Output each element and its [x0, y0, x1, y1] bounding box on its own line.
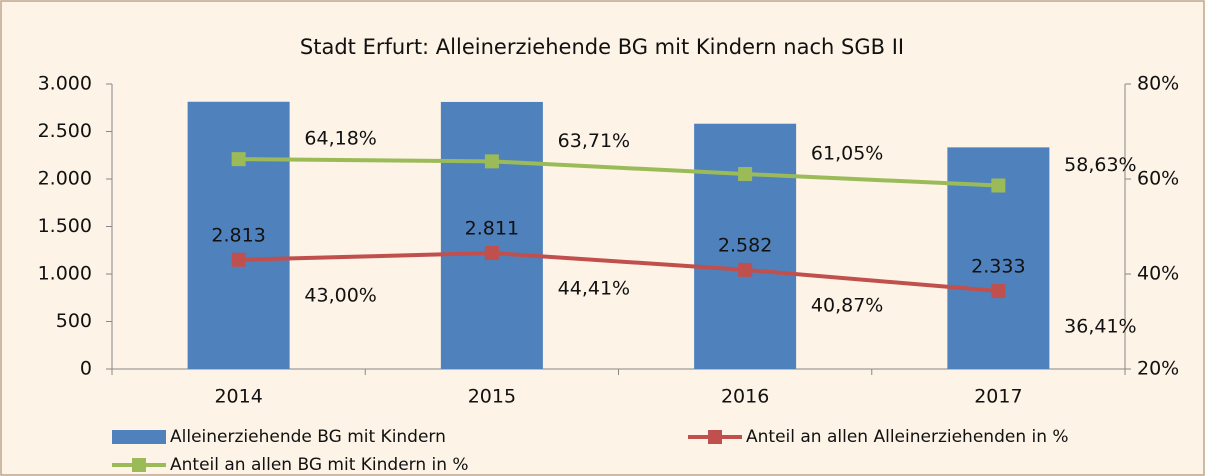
y-tick-label: 0 — [80, 358, 92, 380]
legend-swatch — [708, 430, 722, 444]
marker — [738, 167, 753, 182]
marker — [991, 284, 1006, 299]
legend-label: Anteil an allen Alleinerziehenden in % — [746, 427, 1069, 447]
bar — [187, 101, 290, 369]
data-label: 2.333 — [971, 256, 1025, 278]
data-label: 43,00% — [304, 284, 376, 306]
line — [238, 251, 999, 294]
marker — [231, 252, 246, 267]
data-label: 2.582 — [718, 234, 772, 256]
marker — [991, 178, 1006, 193]
y2-tick-label: 40% — [1137, 263, 1179, 285]
line — [238, 157, 999, 188]
data-label: 40,87% — [811, 294, 883, 316]
y2-tick-label: 80% — [1137, 73, 1179, 95]
data-label: 64,18% — [304, 128, 376, 150]
legend-label: Alleinerziehende BG mit Kindern — [170, 427, 446, 447]
y2-tick-label: 20% — [1137, 358, 1179, 380]
x-tick-label: 2016 — [721, 386, 769, 408]
bar — [440, 101, 543, 369]
legend-swatch — [132, 458, 146, 472]
data-label: 63,71% — [558, 130, 630, 152]
data-label: 2.811 — [465, 218, 519, 240]
data-label: 36,41% — [1064, 316, 1136, 338]
bar — [694, 123, 797, 370]
data-label: 61,05% — [811, 143, 883, 165]
data-label: 44,41% — [558, 278, 630, 300]
x-tick-label: 2017 — [974, 386, 1022, 408]
legend-swatch — [112, 430, 166, 444]
y-tick-label: 1.000 — [38, 263, 92, 285]
y-tick-label: 2.000 — [38, 168, 92, 190]
chart-title: Stadt Erfurt: Alleinerziehende BG mit Ki… — [300, 35, 904, 59]
data-label: 58,63% — [1064, 154, 1136, 176]
y-tick-label: 3.000 — [38, 73, 92, 95]
y2-tick-label: 60% — [1137, 168, 1179, 190]
marker — [484, 246, 499, 261]
data-label: 2.813 — [211, 224, 265, 246]
marker — [738, 262, 753, 277]
y-tick-label: 2.500 — [38, 120, 92, 142]
marker — [231, 152, 246, 167]
marker — [484, 154, 499, 169]
y-tick-label: 1.500 — [38, 215, 92, 237]
x-tick-label: 2014 — [214, 386, 262, 408]
x-tick-label: 2015 — [468, 386, 516, 408]
y-tick-label: 500 — [56, 310, 92, 332]
legend-label: Anteil an allen BG mit Kindern in % — [170, 455, 469, 475]
